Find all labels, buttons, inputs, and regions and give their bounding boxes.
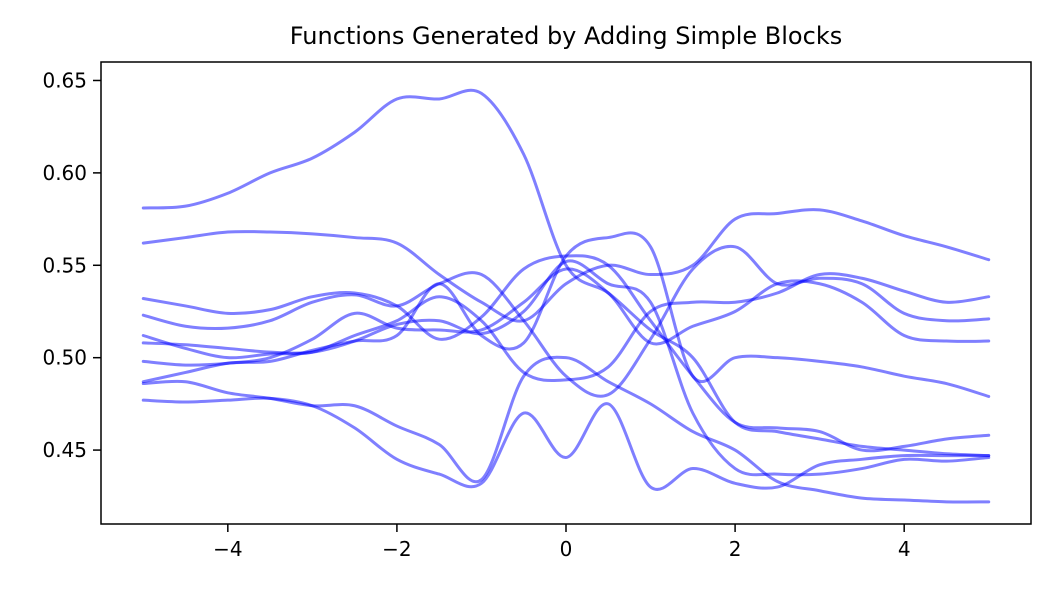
y-axis: 0.45 0.50 0.55 0.60 0.65 (42, 68, 101, 462)
y-tick-label: 0.60 (42, 161, 87, 185)
plot-frame (100, 61, 1032, 525)
x-tick-label: −4 (213, 537, 242, 561)
x-tick-label: −2 (382, 537, 411, 561)
chart-title: Functions Generated by Adding Simple Blo… (290, 22, 842, 50)
series-line-1 (141, 88, 991, 458)
series-lines (141, 88, 991, 504)
series-line-10 (141, 396, 991, 491)
y-tick-label: 0.55 (42, 253, 87, 277)
series-line-7 (141, 267, 991, 367)
x-tick-label: 4 (898, 537, 911, 561)
series-line-5 (141, 272, 991, 383)
y-tick-label: 0.65 (42, 68, 87, 92)
series-line-2 (141, 208, 991, 323)
x-tick-label: 2 (729, 537, 742, 561)
y-tick-label: 0.45 (42, 438, 87, 462)
x-axis: −4 −2 0 2 4 (213, 524, 911, 561)
x-tick-label: 0 (560, 537, 573, 561)
series-line-8 (141, 231, 991, 398)
y-tick-label: 0.50 (42, 346, 87, 370)
series-line-4 (141, 244, 991, 398)
